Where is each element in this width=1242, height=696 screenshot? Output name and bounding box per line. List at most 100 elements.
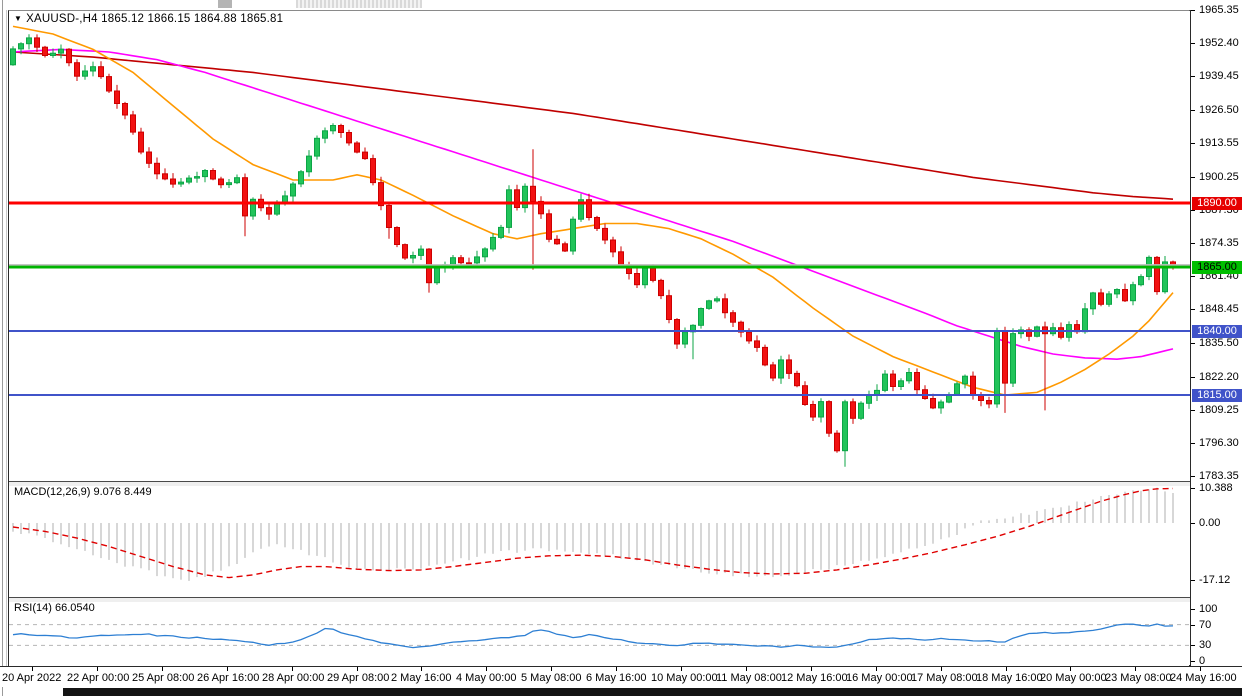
candle-body [1026, 329, 1032, 337]
candle-body [794, 372, 800, 387]
time-tick-mark [811, 667, 812, 671]
candle-body [746, 331, 752, 342]
time-tick-mark [1006, 667, 1007, 671]
axis-tick-mark [1191, 10, 1195, 11]
axis-tick-mark [1191, 661, 1195, 662]
candle-body [226, 182, 232, 186]
candle-body [530, 185, 536, 203]
candle-body [370, 158, 376, 184]
candle-body [498, 226, 504, 238]
candle-body [986, 400, 992, 405]
candle-body [586, 199, 592, 218]
candle-body [402, 244, 408, 259]
macd-label: MACD(12,26,9) 9.076 8.449 [14, 486, 152, 498]
candle-body [450, 257, 456, 266]
candle-body [866, 394, 872, 404]
candle-body [466, 262, 472, 265]
axis-tick-mark [1191, 609, 1195, 610]
axis-tick-mark [1191, 625, 1195, 626]
candle-body [938, 401, 944, 409]
candle-body [706, 300, 712, 309]
candle-body [298, 171, 304, 185]
candle-body [1002, 330, 1008, 384]
candle-body [458, 257, 464, 264]
candle-body [306, 155, 312, 173]
rsi-line [12, 623, 1174, 649]
time-axis-label: 26 Apr 16:00 [197, 672, 260, 684]
axis-tick-mark [1191, 43, 1195, 44]
time-axis-label: 29 Apr 08:00 [327, 672, 390, 684]
candle-body [1098, 292, 1104, 305]
axis-tick-mark [1191, 177, 1195, 178]
candle-body [218, 178, 224, 186]
candle-body [994, 330, 1000, 405]
candle-body [570, 218, 576, 252]
time-tick-mark [941, 667, 942, 671]
time-axis-label: 12 May 16:00 [781, 672, 848, 684]
candle-body [650, 267, 656, 281]
time-tick-mark [551, 667, 552, 671]
candle-body [762, 346, 768, 366]
candle-body [602, 227, 608, 241]
time-axis-label: 24 May 16:00 [1170, 672, 1237, 684]
price-axis[interactable]: 10.388 0.00 -17.12 100 70 30 0 1965.35 1952.40 19… [1190, 4, 1242, 667]
time-tick-mark [1135, 667, 1136, 671]
time-axis-label: 10 May 00:00 [651, 672, 718, 684]
time-tick-mark [876, 667, 877, 671]
candle-body [122, 103, 128, 116]
candle-body [58, 48, 64, 54]
axis-tick-mark [1191, 580, 1195, 581]
candle-body [474, 256, 480, 264]
candle-body [330, 125, 336, 132]
candle-body [738, 321, 744, 333]
candle-body [714, 298, 720, 302]
candle-body [698, 308, 704, 326]
candle-body [26, 37, 32, 45]
candle-body [394, 227, 400, 245]
candle-body [314, 137, 320, 157]
price-level-badge: 1815.00 [1192, 389, 1242, 402]
candle-body [1010, 333, 1016, 384]
price-level-badge: 1865.00 [1192, 261, 1242, 274]
candle-body [786, 359, 792, 374]
candle-body [82, 70, 88, 77]
candle-body [634, 273, 640, 286]
candle-body [978, 394, 984, 401]
ohlc-toggle-icon[interactable]: ▼ [14, 14, 23, 23]
candle-body [770, 364, 776, 379]
candle-body [162, 173, 168, 180]
candle-body [418, 248, 424, 256]
time-axis-label: 20 May 00:00 [1040, 672, 1107, 684]
time-tick-mark [227, 667, 228, 671]
rsi-axis-label: 0 [1199, 655, 1206, 667]
candlestick-chart[interactable] [9, 11, 1190, 481]
window-left-edge [2, 0, 3, 696]
candle-body [1090, 292, 1096, 310]
window-left-edge-inner [6, 10, 7, 686]
candle-body [42, 46, 48, 57]
candle-body [18, 43, 24, 50]
chart-header-text: XAUUSD-,H4 1865.12 1866.15 1864.88 1865.… [26, 13, 284, 25]
rsi-panel[interactable] [9, 602, 1190, 665]
axis-tick-mark [1191, 523, 1195, 524]
time-axis[interactable]: 20 Apr 2022 22 Apr 00:00 25 Apr 08:00 26 Ap… [0, 666, 1242, 687]
candle-body [266, 207, 272, 215]
candle-body [34, 37, 40, 48]
candle-body [346, 132, 352, 144]
candle-body [74, 62, 80, 77]
price-tick-label: 1783.35 [1199, 470, 1239, 482]
time-tick-mark [292, 667, 293, 671]
candle-body [386, 205, 392, 228]
candle-body [538, 200, 544, 215]
candle-body [1122, 289, 1128, 302]
candle-body [90, 66, 96, 72]
candle-body [882, 373, 888, 391]
price-tick-label: 1913.55 [1199, 137, 1239, 149]
candle-body [834, 432, 840, 452]
candle-body [578, 199, 584, 220]
candle-body [890, 373, 896, 388]
axis-tick-mark [1191, 443, 1195, 444]
macd-panel[interactable] [9, 486, 1190, 597]
price-tick-label: 1926.50 [1199, 104, 1239, 116]
